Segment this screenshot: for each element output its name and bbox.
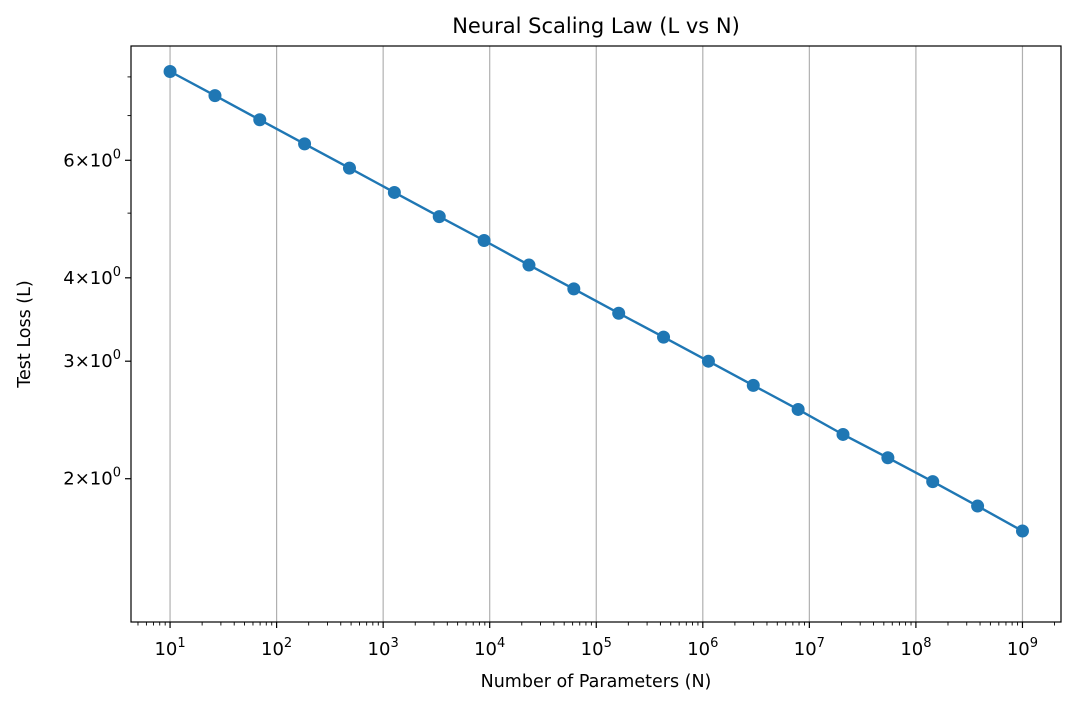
data-point <box>208 89 222 103</box>
x-tick-label: 109 <box>1007 636 1038 660</box>
data-point <box>701 354 715 368</box>
x-tick-label: 104 <box>474 636 505 660</box>
y-axis: 2×100 3×100 4×100 6×100 <box>63 76 131 490</box>
data-point <box>387 185 401 199</box>
chart-title: Neural Scaling Law (L vs N) <box>452 14 740 38</box>
data-point <box>567 282 581 296</box>
data-point <box>342 161 356 175</box>
x-tick-label: 108 <box>900 636 931 660</box>
y-tick-label: 4×100 <box>63 265 121 289</box>
data-point <box>657 330 671 344</box>
x-tick-label: 107 <box>794 636 825 660</box>
series-line <box>169 70 1024 533</box>
data-point <box>1015 524 1029 538</box>
y-tick-label: 2×100 <box>63 466 121 490</box>
data-point <box>522 258 536 272</box>
x-axis-label: Number of Parameters (N) <box>481 672 712 692</box>
x-tick-label: 105 <box>581 636 612 660</box>
data-point <box>163 65 177 79</box>
data-point <box>432 210 446 224</box>
y-tick-label: 3×100 <box>63 348 121 372</box>
data-point <box>971 499 985 513</box>
x-tick-label: 101 <box>154 636 185 660</box>
x-axis: 101 102 103 104 105 106 107 108 109 <box>137 622 1055 660</box>
data-point <box>477 233 491 247</box>
grid <box>169 46 1024 622</box>
data-series <box>163 65 1029 538</box>
data-point <box>836 427 850 441</box>
data-point <box>253 113 267 127</box>
data-point <box>881 451 895 465</box>
x-tick-label: 102 <box>261 636 292 660</box>
x-tick-label: 103 <box>368 636 399 660</box>
x-tick-label: 106 <box>687 636 718 660</box>
data-point <box>791 402 805 416</box>
data-point <box>298 137 312 151</box>
y-axis-label: Test Loss (L) <box>15 280 35 388</box>
data-point <box>926 475 940 489</box>
data-point <box>612 306 626 320</box>
y-tick-label: 6×100 <box>63 147 121 171</box>
data-point <box>746 378 760 392</box>
